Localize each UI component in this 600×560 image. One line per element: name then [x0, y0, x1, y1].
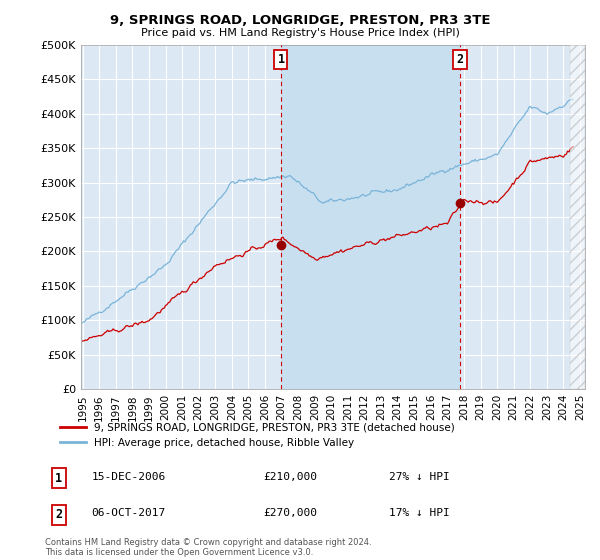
Text: £210,000: £210,000: [263, 472, 317, 482]
Text: 06-OCT-2017: 06-OCT-2017: [91, 508, 166, 518]
Text: 15-DEC-2006: 15-DEC-2006: [91, 472, 166, 482]
Bar: [570, 45, 585, 389]
Text: Price paid vs. HM Land Registry's House Price Index (HPI): Price paid vs. HM Land Registry's House …: [140, 28, 460, 38]
Text: 1: 1: [277, 53, 284, 67]
Legend: 9, SPRINGS ROAD, LONGRIDGE, PRESTON, PR3 3TE (detached house), HPI: Average pric: 9, SPRINGS ROAD, LONGRIDGE, PRESTON, PR3…: [56, 419, 459, 452]
Text: £270,000: £270,000: [263, 508, 317, 518]
Text: 9, SPRINGS ROAD, LONGRIDGE, PRESTON, PR3 3TE: 9, SPRINGS ROAD, LONGRIDGE, PRESTON, PR3…: [110, 14, 490, 27]
Text: 27% ↓ HPI: 27% ↓ HPI: [389, 472, 450, 482]
Text: 17% ↓ HPI: 17% ↓ HPI: [389, 508, 450, 518]
Text: 2: 2: [457, 53, 464, 67]
Text: Contains HM Land Registry data © Crown copyright and database right 2024.
This d: Contains HM Land Registry data © Crown c…: [45, 538, 371, 557]
Text: 2: 2: [55, 508, 62, 521]
Text: 1: 1: [55, 472, 62, 485]
Bar: [281, 45, 460, 389]
